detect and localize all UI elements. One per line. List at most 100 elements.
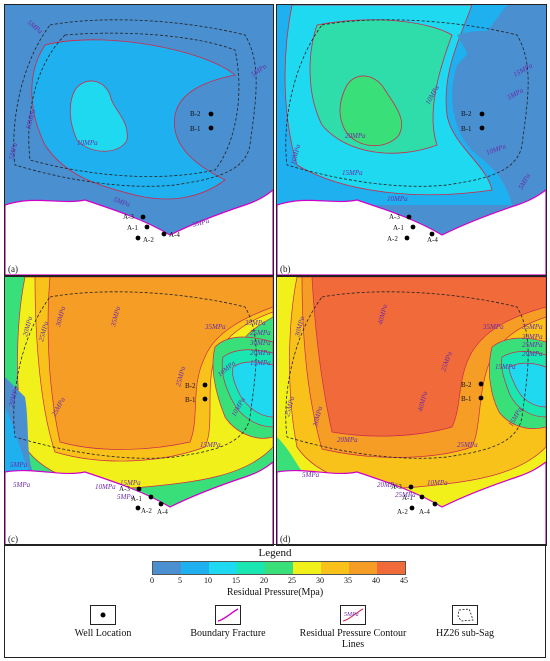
map-panel-a: 5MPa 5MPa 5MPa 10MPa 10MPa 5MPa 5MPa B-2… (4, 4, 274, 276)
scale-swatch (181, 562, 209, 574)
well-label: B-2 (185, 382, 196, 390)
scale-title: Residual Pressure(Mpa) (226, 587, 324, 598)
scale-tick-label: 40 (372, 576, 380, 585)
contour-label: 20MPa (377, 481, 398, 489)
well-label: A-4 (169, 231, 180, 239)
legend-item-label: Boundary Fracture (190, 628, 266, 639)
scale-swatch (293, 562, 321, 574)
well-label: B-1 (461, 125, 472, 133)
contour-label: 25MPa (457, 441, 478, 449)
panel-label: (d) (280, 534, 291, 544)
panel-label: (b) (280, 264, 291, 274)
legend-item-label: Residual Pressure Contour Lines (299, 628, 407, 650)
contour-label: 15MPa (342, 169, 363, 177)
contour-label: 10MPa (95, 483, 116, 491)
well-label: B-2 (461, 110, 472, 118)
scale-tick-label: 35 (344, 576, 352, 585)
well-label: A-2 (143, 236, 154, 244)
legend: Legend 0 5 10 15 20 25 30 35 40 45 Residual Press… (4, 544, 546, 658)
well-label: B-2 (190, 110, 201, 118)
scale-tick-label: 45 (400, 576, 408, 585)
scale-swatch (377, 562, 405, 574)
well-label: A-2 (397, 508, 408, 516)
contour-label: 10MPa (427, 479, 448, 487)
contour-label: 15MPa (250, 359, 271, 367)
contour-label: 20MPa (337, 436, 358, 444)
scale-swatch (153, 562, 181, 574)
contour-label: 30MPa (521, 333, 543, 341)
map-panel-d: 35MPa 40MPa 40MPa 30MPa 25MPa 35MPa 30MP… (276, 276, 547, 546)
contour-label: 5MPa (117, 493, 135, 501)
contour-icon-text: 5MPa (344, 612, 359, 618)
contour-label: 30MPa (249, 339, 271, 347)
well-label: A-3 (389, 213, 400, 221)
well-label: A-3 (123, 213, 134, 221)
contour-label: 15MPa (200, 441, 221, 449)
scale-swatch (209, 562, 237, 574)
scale-swatch (237, 562, 265, 574)
contour-label: 15MPa (120, 479, 141, 487)
legend-item-boundary-fracture: Boundary Fracture (168, 605, 288, 639)
contour-label: 35MPa (482, 323, 504, 331)
contour-label: 15MPa (495, 363, 516, 371)
scale-swatch (265, 562, 293, 574)
pressure-map-b: 10MPa 10MPa 20MPa 15MPa 10MPa 5MPa 5MPa … (277, 5, 546, 275)
contour-line-icon: 5MPa (340, 605, 366, 625)
contour-label: 25MPa (522, 341, 543, 349)
scale-tick-label: 20 (260, 576, 268, 585)
contour-label: 20MPa (522, 350, 543, 358)
contour-label: 20MPa (250, 349, 271, 357)
well-label: A-2 (387, 235, 398, 243)
legend-item-sub-sag: HZ26 sub-Sag (405, 605, 525, 639)
contour-label: 25MPa (395, 491, 416, 499)
contour-label: 10MPa (77, 139, 98, 147)
boundary-fracture-icon (215, 605, 241, 625)
scale-swatch (321, 562, 349, 574)
scale-ticks: 0 5 10 15 20 25 30 35 40 45 (150, 576, 408, 586)
pressure-map-c: 20MPa 25MPa 30MPa 35MPa 35MPa 25MPa 30MP… (5, 277, 273, 545)
well-label: A-1 (131, 495, 142, 503)
well-label: B-1 (190, 125, 201, 133)
contour-label: 5MPa (302, 471, 320, 479)
map-panel-c: 20MPa 25MPa 30MPa 35MPa 35MPa 25MPa 30MP… (4, 276, 274, 546)
scale-tick-label: 25 (288, 576, 296, 585)
well-label: A-3 (119, 485, 130, 493)
scale-tick-label: 30 (316, 576, 324, 585)
scale-tick-label: 5 (178, 576, 182, 585)
contour-label: 5MPa (13, 481, 31, 489)
well-label: A-2 (141, 507, 152, 515)
panel-label: (a) (8, 264, 18, 274)
scale-tick-label: 0 (150, 576, 154, 585)
well-label: A-3 (391, 483, 402, 491)
well-label: B-1 (185, 396, 196, 404)
well-label: A-1 (127, 224, 138, 232)
contour-label: 20MPa (345, 132, 366, 140)
legend-title: Legend (258, 547, 292, 559)
well-label: A-4 (419, 508, 430, 516)
contour-label: 10MPa (387, 195, 408, 203)
pressure-map-a: 5MPa 5MPa 5MPa 10MPa 10MPa 5MPa 5MPa B-2… (5, 5, 273, 275)
scale-tick-label: 10 (204, 576, 212, 585)
scale-swatch (349, 562, 377, 574)
map-panel-b: 10MPa 10MPa 20MPa 15MPa 10MPa 5MPa 5MPa … (276, 4, 547, 276)
well-label: B-2 (461, 381, 472, 389)
contour-label: 35MPa (244, 319, 266, 327)
well-label: A-1 (393, 224, 404, 232)
pressure-map-d: 35MPa 40MPa 40MPa 30MPa 25MPa 35MPa 30MP… (277, 277, 546, 545)
contour-label: 35MPa (204, 323, 226, 331)
well-label: A-4 (157, 508, 168, 516)
well-label: B-1 (461, 395, 472, 403)
legend-item-label: HZ26 sub-Sag (435, 628, 495, 639)
legend-item-label: Well Location (74, 628, 132, 639)
panel-label: (c) (8, 534, 18, 544)
sub-sag-outline-icon (452, 605, 478, 625)
legend-item-well-location: Well Location (43, 605, 163, 639)
pressure-color-scale (152, 561, 406, 575)
scale-tick-label: 15 (232, 576, 240, 585)
legend-item-contour-lines: 5MPa Residual Pressure Contour Lines (293, 605, 413, 650)
contour-label: 35MPa (521, 323, 543, 331)
contour-label: 5MPa (10, 461, 28, 469)
well-label: A-4 (427, 236, 438, 244)
well-label: A-1 (402, 494, 413, 502)
well-location-icon (90, 605, 116, 625)
